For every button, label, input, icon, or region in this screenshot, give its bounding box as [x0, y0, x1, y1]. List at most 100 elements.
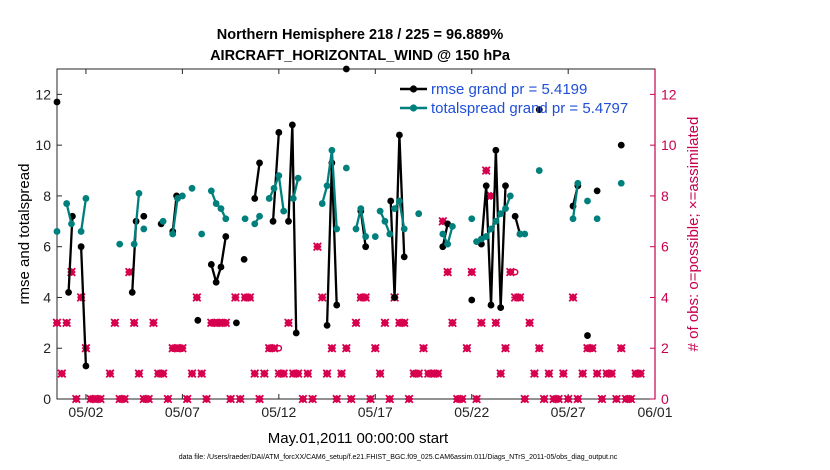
obs-assimilated-point — [95, 394, 105, 404]
rmse-point — [487, 301, 495, 309]
spread-point — [198, 230, 206, 238]
obs-assimilated-point — [385, 394, 395, 404]
obs-assimilated-point — [279, 369, 289, 379]
spread-point — [502, 205, 509, 213]
spread-line-segment — [65, 203, 73, 225]
spread-point — [400, 225, 408, 233]
obs-assimilated-point — [457, 394, 467, 404]
obs-assimilated-point — [419, 343, 428, 353]
spread-point — [584, 197, 591, 205]
spread-point — [362, 233, 370, 240]
rmse-point — [492, 146, 500, 154]
x-tick-label: 05/12 — [261, 404, 296, 420]
obs-assimilated-point — [105, 369, 115, 379]
obs-assimilated-point — [187, 369, 197, 379]
obs-assimilated-point — [616, 343, 626, 353]
rmse-point — [82, 362, 90, 370]
obs-assimilated-point — [563, 394, 573, 404]
obs-assimilated-point — [221, 318, 231, 328]
obs-assimilated-point — [144, 394, 154, 404]
obs-assimilated-point — [476, 318, 486, 328]
chart-title-line2: AIRCRAFT_HORIZONTAL_WIND @ 150 hPa — [210, 48, 511, 64]
data-file-footnote: data file: /Users/raeder/DAI/ATM_forcXX/… — [179, 454, 618, 461]
obs-assimilated-point — [573, 394, 583, 404]
spread-point — [275, 172, 283, 180]
obs-assimilated-point — [607, 369, 617, 379]
obs-assimilated-point — [539, 394, 549, 404]
rmse-point — [323, 321, 331, 329]
obs-assimilated-point — [467, 267, 477, 277]
obs-assimilated-point — [57, 369, 67, 379]
x-tick-label: 05/22 — [454, 404, 489, 420]
obs-assimilated-point — [515, 293, 525, 302]
spread-point — [381, 217, 389, 225]
obs-assimilated-point — [284, 318, 293, 328]
spread-point — [386, 230, 394, 238]
obs-assimilated-point — [433, 369, 443, 379]
spread-point — [569, 215, 577, 223]
obs-assimilated-point — [124, 267, 134, 277]
obs-assimilated-point — [626, 394, 636, 404]
spread-point — [574, 179, 582, 187]
spread-line-segment — [292, 177, 300, 199]
x-tick-label: 05/27 — [551, 404, 586, 420]
obs-assimilated-point — [636, 369, 645, 379]
spread-point — [270, 184, 278, 192]
rmse-point — [482, 182, 490, 190]
legend-rmse-marker — [409, 85, 418, 93]
rmse-point — [584, 332, 591, 339]
obs-assimilated-point — [197, 369, 207, 379]
legend-spread-marker — [409, 104, 418, 112]
obs-assimilated-point — [481, 166, 491, 175]
left-tick-label: 12 — [35, 86, 51, 102]
obs-assimilated-point — [505, 267, 515, 277]
obs-assimilated-point — [182, 394, 192, 404]
rmse-line-segment — [79, 246, 88, 367]
spread-line-segment — [571, 183, 579, 219]
obs-assimilated-point — [158, 369, 168, 379]
x-tick-label: 05/07 — [165, 404, 200, 420]
spread-point — [217, 205, 225, 213]
spread-point — [371, 233, 379, 240]
left-axis-ticks: 0 2 4 6 8 10 12 — [35, 86, 62, 407]
rmse-point — [342, 65, 350, 73]
obs-assimilated-point — [597, 394, 607, 404]
obs-assimilated-point — [337, 369, 346, 379]
spread-point — [357, 205, 365, 213]
obs-assimilated-point — [443, 267, 453, 277]
obs-assimilated-point — [202, 394, 211, 404]
obs-assimilated-point — [259, 369, 269, 379]
rmse-point — [275, 129, 283, 136]
spread-point — [468, 215, 476, 223]
spread-point — [415, 210, 423, 218]
rmse-point — [535, 106, 543, 114]
obs-count-markers — [52, 166, 645, 404]
spread-point — [482, 233, 490, 240]
obs-assimilated-point — [520, 394, 530, 404]
spread-point — [116, 240, 124, 248]
rmse-point — [222, 233, 230, 240]
spread-point — [68, 220, 75, 228]
rmse-point — [77, 243, 85, 251]
spread-point — [178, 192, 186, 200]
spread-point — [439, 230, 447, 238]
spread-point — [492, 217, 500, 225]
left-tick-label: 6 — [43, 239, 51, 255]
obs-assimilated-point — [134, 369, 144, 379]
obs-assimilated-point — [568, 293, 578, 302]
spread-point — [207, 187, 215, 195]
obs-assimilated-point — [110, 318, 120, 328]
spread-point — [159, 217, 167, 225]
obs-assimilated-point — [361, 293, 371, 302]
spread-point — [328, 146, 336, 154]
spread-point — [82, 195, 90, 202]
rmse-point — [391, 294, 398, 301]
right-tick-label: 8 — [661, 188, 669, 204]
spread-point — [318, 200, 326, 207]
rmse-point — [400, 253, 408, 261]
rmse-line-segment — [253, 162, 261, 199]
spread-point — [449, 222, 456, 230]
rmse-point — [194, 316, 202, 324]
rmse-line-segment — [67, 216, 74, 293]
